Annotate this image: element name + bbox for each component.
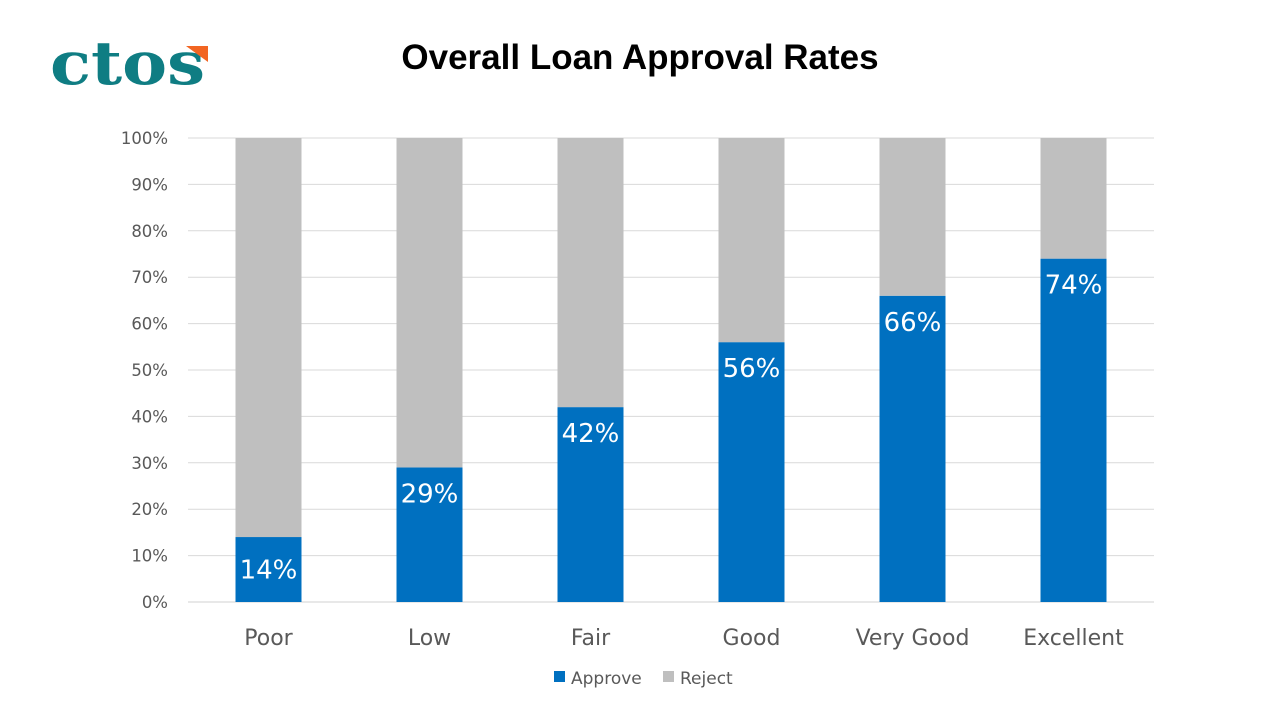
y-tick-label: 60%: [131, 315, 168, 334]
bar-approve-excellent: [1040, 258, 1107, 602]
x-category-label: Fair: [571, 626, 611, 651]
x-category-label: Poor: [244, 626, 293, 651]
y-tick-label: 40%: [131, 407, 168, 426]
data-label: 66%: [884, 308, 942, 338]
bar-reject-very-good: [879, 138, 946, 296]
y-tick-label: 90%: [131, 175, 168, 194]
data-label: 14%: [240, 556, 298, 586]
legend-swatch-reject: [663, 671, 674, 682]
y-tick-label: 100%: [121, 129, 168, 148]
bar-approve-fair: [557, 407, 624, 602]
x-category-label: Good: [723, 626, 781, 651]
y-tick-label: 30%: [131, 454, 168, 473]
data-label: 42%: [562, 419, 620, 449]
bar-approve-very-good: [879, 295, 946, 602]
y-tick-label: 70%: [131, 268, 168, 287]
bar-reject-fair: [557, 138, 624, 408]
ctos-logo: ctos: [50, 30, 208, 90]
gridlines: [188, 137, 1154, 603]
bar-approve-low: [396, 467, 463, 602]
data-labels: 14% 29% 42% 56% 66% 74%: [240, 271, 1103, 586]
y-tick-label: 10%: [131, 547, 168, 566]
x-axis-category-labels: Poor Low Fair Good Very Good Excellent: [244, 626, 1124, 651]
logo-text: ctos: [50, 30, 205, 90]
y-tick-label: 20%: [131, 500, 168, 519]
legend: Approve Reject: [554, 669, 733, 689]
logo-accent-mark: [186, 46, 208, 62]
y-tick-label: 50%: [131, 361, 168, 380]
y-axis-tick-labels: 0% 10% 20% 30% 40% 50% 60% 70% 80% 90% 100%: [121, 129, 168, 612]
bar-approve-poor: [235, 537, 302, 602]
y-tick-label: 80%: [131, 222, 168, 241]
y-tick-label: 0%: [142, 593, 168, 612]
x-category-label: Low: [408, 626, 451, 651]
data-label: 56%: [723, 354, 781, 384]
legend-swatch-approve: [554, 671, 565, 682]
chart-title: Overall Loan Approval Rates: [401, 38, 879, 77]
bar-reject-good: [718, 138, 785, 343]
x-category-label: Very Good: [856, 626, 970, 651]
legend-label-approve: Approve: [571, 669, 642, 689]
bar-approve-good: [718, 342, 785, 602]
bar-reject-excellent: [1040, 138, 1107, 259]
data-label: 29%: [401, 479, 459, 509]
bar-reject-poor: [235, 138, 302, 538]
bars: [235, 138, 1107, 602]
data-label: 74%: [1045, 271, 1103, 301]
x-category-label: Excellent: [1023, 626, 1124, 651]
bar-reject-low: [396, 138, 463, 468]
legend-label-reject: Reject: [680, 669, 733, 689]
